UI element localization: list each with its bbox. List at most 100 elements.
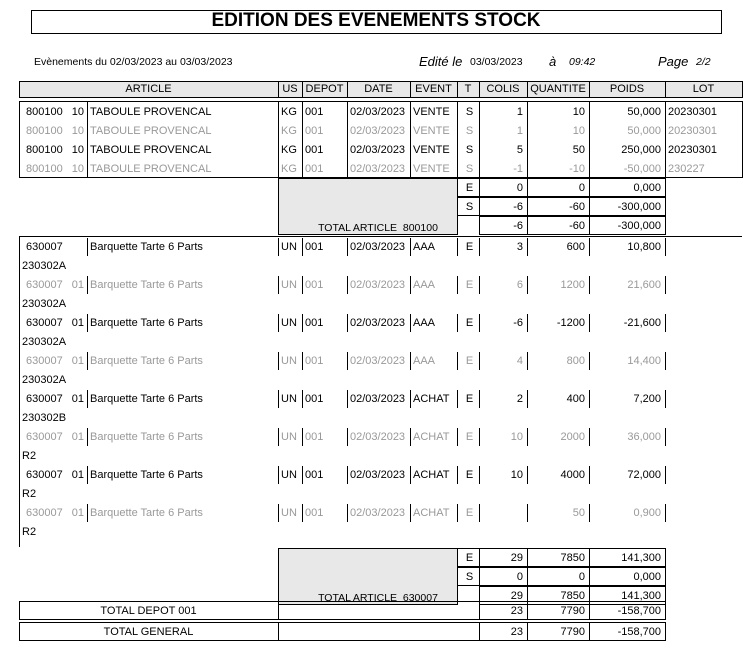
- article-name: Barquette Tarte 6 Parts: [90, 317, 203, 329]
- rule: [278, 622, 279, 640]
- us: KG: [281, 125, 297, 137]
- rule: [347, 81, 348, 97]
- rule: [589, 238, 590, 256]
- rule: [278, 81, 279, 97]
- title: EDITION DES EVENEMENTS STOCK: [211, 10, 541, 31]
- event: VENTE: [413, 163, 450, 175]
- total-poids: 0,000: [633, 182, 661, 194]
- date: 02/03/2023: [350, 125, 406, 137]
- rule: [87, 504, 88, 522]
- article-code: 800100: [26, 125, 63, 137]
- us: UN: [281, 393, 297, 405]
- column-label: DEPOT: [305, 83, 344, 95]
- poids: 36,000: [627, 431, 661, 443]
- poids: -21,600: [623, 317, 661, 329]
- t: S: [465, 163, 474, 175]
- rule: [302, 504, 303, 522]
- rule: [302, 390, 303, 408]
- rule: [410, 466, 411, 484]
- rule: [278, 276, 279, 294]
- lot: 230302A: [22, 298, 67, 310]
- article-variant: 01: [71, 279, 84, 291]
- rule: [479, 81, 480, 97]
- rule: [278, 428, 279, 446]
- rule: [665, 101, 666, 177]
- rule: [457, 314, 458, 332]
- article-name: Barquette Tarte 6 Parts: [90, 431, 203, 443]
- rule: [87, 276, 88, 294]
- rule: [589, 352, 590, 370]
- quantite: 800: [566, 355, 585, 367]
- summary-row: [19, 601, 666, 620]
- column-label: DATE: [364, 83, 393, 95]
- depot: 001: [305, 125, 324, 137]
- column-label: US: [282, 83, 298, 95]
- rule: [302, 314, 303, 332]
- total-quantite: -60: [569, 201, 585, 213]
- lot: R2: [22, 526, 37, 538]
- rule: [479, 352, 480, 370]
- total-poids: 141,300: [621, 590, 661, 602]
- quantite: 400: [566, 393, 585, 405]
- article-name: TABOULE PROVENCAL: [90, 163, 212, 175]
- rule: [347, 466, 348, 484]
- rule: [527, 101, 528, 177]
- depot: 001: [305, 241, 324, 253]
- poids: 7,200: [633, 393, 661, 405]
- article-code: 630007: [26, 241, 63, 253]
- rule: [479, 466, 480, 484]
- rule: [410, 276, 411, 294]
- quantite: 10: [572, 125, 585, 137]
- summary-label: TOTAL GENERAL: [103, 626, 194, 638]
- summary-quantite: 7790: [560, 605, 585, 617]
- column-label: T: [464, 83, 472, 95]
- rule: [347, 101, 348, 177]
- rule: [589, 276, 590, 294]
- rule: [665, 276, 666, 294]
- colis: 10: [510, 431, 523, 443]
- rule: [410, 504, 411, 522]
- article-name: Barquette Tarte 6 Parts: [90, 469, 203, 481]
- rule: [302, 466, 303, 484]
- rule: [87, 466, 88, 484]
- rule: [347, 428, 348, 446]
- colis: 10: [510, 469, 523, 481]
- rule: [347, 314, 348, 332]
- rule: [527, 352, 528, 370]
- rule: [589, 601, 590, 619]
- lot: R2: [22, 488, 37, 500]
- t: S: [465, 125, 474, 137]
- event: ACHAT: [413, 507, 450, 519]
- rule: [457, 504, 458, 522]
- article-variant: 01: [71, 355, 84, 367]
- colis: 6: [516, 279, 523, 291]
- rule: [278, 390, 279, 408]
- rule: [527, 276, 528, 294]
- quantite: 1200: [560, 279, 585, 291]
- rule: [457, 101, 458, 177]
- rule: [410, 314, 411, 332]
- lot: 20230301: [668, 125, 717, 137]
- total-quantite: 0: [578, 182, 585, 194]
- us: UN: [281, 507, 297, 519]
- article-name: Barquette Tarte 6 Parts: [90, 241, 203, 253]
- article-variant: 01: [71, 507, 84, 519]
- us: UN: [281, 241, 297, 253]
- depot: 001: [305, 317, 324, 329]
- rule: [87, 101, 88, 177]
- rule: [479, 238, 480, 256]
- us: UN: [281, 317, 297, 329]
- t: E: [465, 431, 474, 443]
- rule: [347, 504, 348, 522]
- rule: [302, 238, 303, 256]
- poids: 250,000: [621, 144, 661, 156]
- article-variant: 01: [71, 469, 84, 481]
- rule: [665, 504, 666, 522]
- us: UN: [281, 431, 297, 443]
- poids: 50,000: [627, 125, 661, 137]
- total-colis: 29: [510, 552, 523, 564]
- summary-poids: -158,700: [617, 626, 661, 638]
- rule: [589, 101, 590, 177]
- rule: [527, 601, 528, 619]
- total-type: S: [465, 201, 474, 213]
